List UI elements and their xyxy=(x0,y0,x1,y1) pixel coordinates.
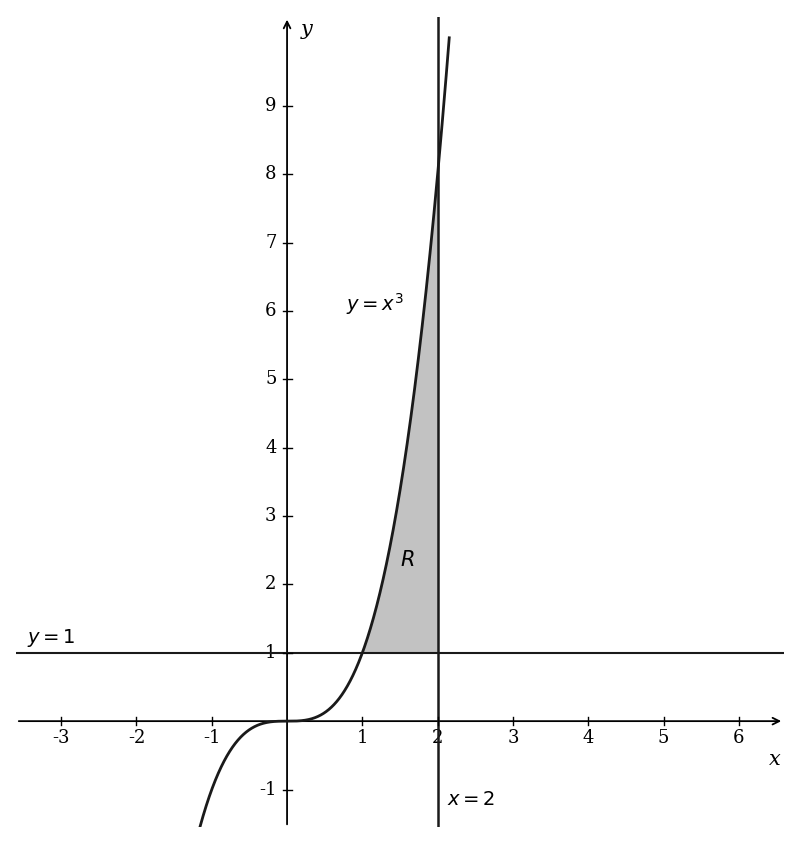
Text: 3: 3 xyxy=(507,728,518,747)
Text: 6: 6 xyxy=(265,302,277,320)
Text: $R$: $R$ xyxy=(400,550,414,571)
Text: -2: -2 xyxy=(128,728,145,747)
Text: 1: 1 xyxy=(357,728,368,747)
Text: 6: 6 xyxy=(733,728,745,747)
Text: 4: 4 xyxy=(582,728,594,747)
Text: -3: -3 xyxy=(53,728,70,747)
Text: 2: 2 xyxy=(265,576,277,593)
Text: -1: -1 xyxy=(203,728,221,747)
Text: $x = 2$: $x = 2$ xyxy=(446,791,495,809)
Text: 7: 7 xyxy=(265,234,277,252)
Text: 8: 8 xyxy=(265,165,277,183)
Text: -1: -1 xyxy=(259,781,277,798)
Text: $y = x^3$: $y = x^3$ xyxy=(346,291,404,317)
Text: 3: 3 xyxy=(265,507,277,525)
Text: y: y xyxy=(301,20,312,40)
Text: 5: 5 xyxy=(265,371,277,388)
Text: 1: 1 xyxy=(265,644,277,662)
Text: 2: 2 xyxy=(432,728,443,747)
Text: 4: 4 xyxy=(265,439,277,457)
Text: 5: 5 xyxy=(658,728,670,747)
Text: $y = 1$: $y = 1$ xyxy=(27,627,76,649)
Text: x: x xyxy=(769,749,780,769)
Text: 9: 9 xyxy=(265,97,277,115)
